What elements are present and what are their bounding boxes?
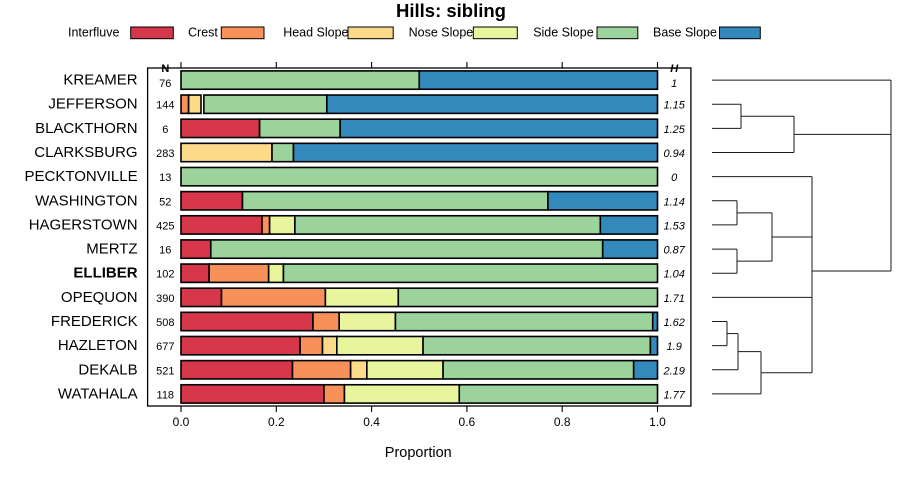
svg-text:DEKALB: DEKALB	[78, 361, 137, 378]
svg-text:16: 16	[159, 245, 171, 257]
svg-text:Head Slope: Head Slope	[283, 25, 348, 39]
svg-text:1.14: 1.14	[663, 196, 684, 208]
svg-text:1.9: 1.9	[667, 341, 682, 353]
svg-text:76: 76	[159, 78, 171, 90]
svg-text:PECKTONVILLE: PECKTONVILLE	[24, 168, 137, 185]
svg-text:283: 283	[156, 148, 174, 160]
svg-text:1.15: 1.15	[663, 100, 685, 112]
svg-text:13: 13	[159, 172, 171, 184]
svg-text:1.53: 1.53	[663, 220, 685, 232]
svg-text:0.8: 0.8	[554, 415, 571, 429]
svg-text:BLACKTHORN: BLACKTHORN	[35, 120, 138, 137]
svg-text:2.19: 2.19	[662, 365, 684, 377]
svg-text:ELLIBER: ELLIBER	[73, 265, 137, 282]
svg-text:1.71: 1.71	[663, 293, 684, 305]
svg-text:508: 508	[156, 317, 174, 329]
svg-text:Interfluve: Interfluve	[68, 25, 119, 39]
svg-text:Nose Slope: Nose Slope	[409, 25, 474, 39]
svg-text:Crest: Crest	[188, 25, 218, 39]
svg-text:521: 521	[156, 365, 174, 377]
svg-text:425: 425	[156, 220, 174, 232]
svg-text:H: H	[670, 63, 679, 75]
svg-text:0.4: 0.4	[363, 415, 380, 429]
svg-text:144: 144	[156, 100, 174, 112]
svg-text:1.04: 1.04	[663, 269, 684, 281]
svg-text:0.6: 0.6	[459, 415, 476, 429]
svg-text:102: 102	[156, 269, 174, 281]
svg-text:1.0: 1.0	[649, 415, 666, 429]
svg-text:JEFFERSON: JEFFERSON	[48, 96, 137, 113]
svg-text:6: 6	[162, 124, 168, 136]
svg-text:390: 390	[156, 293, 174, 305]
svg-text:1.77: 1.77	[663, 389, 685, 401]
svg-text:677: 677	[156, 341, 174, 353]
svg-text:0: 0	[671, 172, 678, 184]
svg-text:KREAMER: KREAMER	[63, 72, 137, 89]
svg-text:Side Slope: Side Slope	[533, 25, 594, 39]
svg-text:0.0: 0.0	[173, 415, 190, 429]
svg-text:118: 118	[157, 389, 175, 401]
svg-text:Hills: sibling: Hills: sibling	[396, 0, 506, 21]
svg-text:1.62: 1.62	[663, 317, 684, 329]
svg-text:0.94: 0.94	[663, 148, 684, 160]
svg-text:Proportion: Proportion	[385, 445, 452, 461]
svg-text:N: N	[161, 63, 169, 75]
svg-text:HAGERSTOWN: HAGERSTOWN	[29, 216, 138, 233]
svg-text:CLARKSBURG: CLARKSBURG	[34, 144, 137, 161]
svg-text:WASHINGTON: WASHINGTON	[35, 192, 138, 209]
svg-text:0.2: 0.2	[268, 415, 285, 429]
svg-text:WATAHALA: WATAHALA	[58, 385, 138, 402]
svg-text:FREDERICK: FREDERICK	[51, 313, 138, 330]
svg-text:OPEQUON: OPEQUON	[61, 289, 138, 306]
svg-text:MERTZ: MERTZ	[86, 241, 137, 258]
svg-text:HAZLETON: HAZLETON	[58, 337, 138, 354]
svg-text:52: 52	[159, 196, 171, 208]
svg-text:1: 1	[671, 78, 677, 90]
svg-text:0.87: 0.87	[663, 245, 685, 257]
svg-text:1.25: 1.25	[663, 124, 685, 136]
svg-text:Base Slope: Base Slope	[653, 25, 717, 39]
